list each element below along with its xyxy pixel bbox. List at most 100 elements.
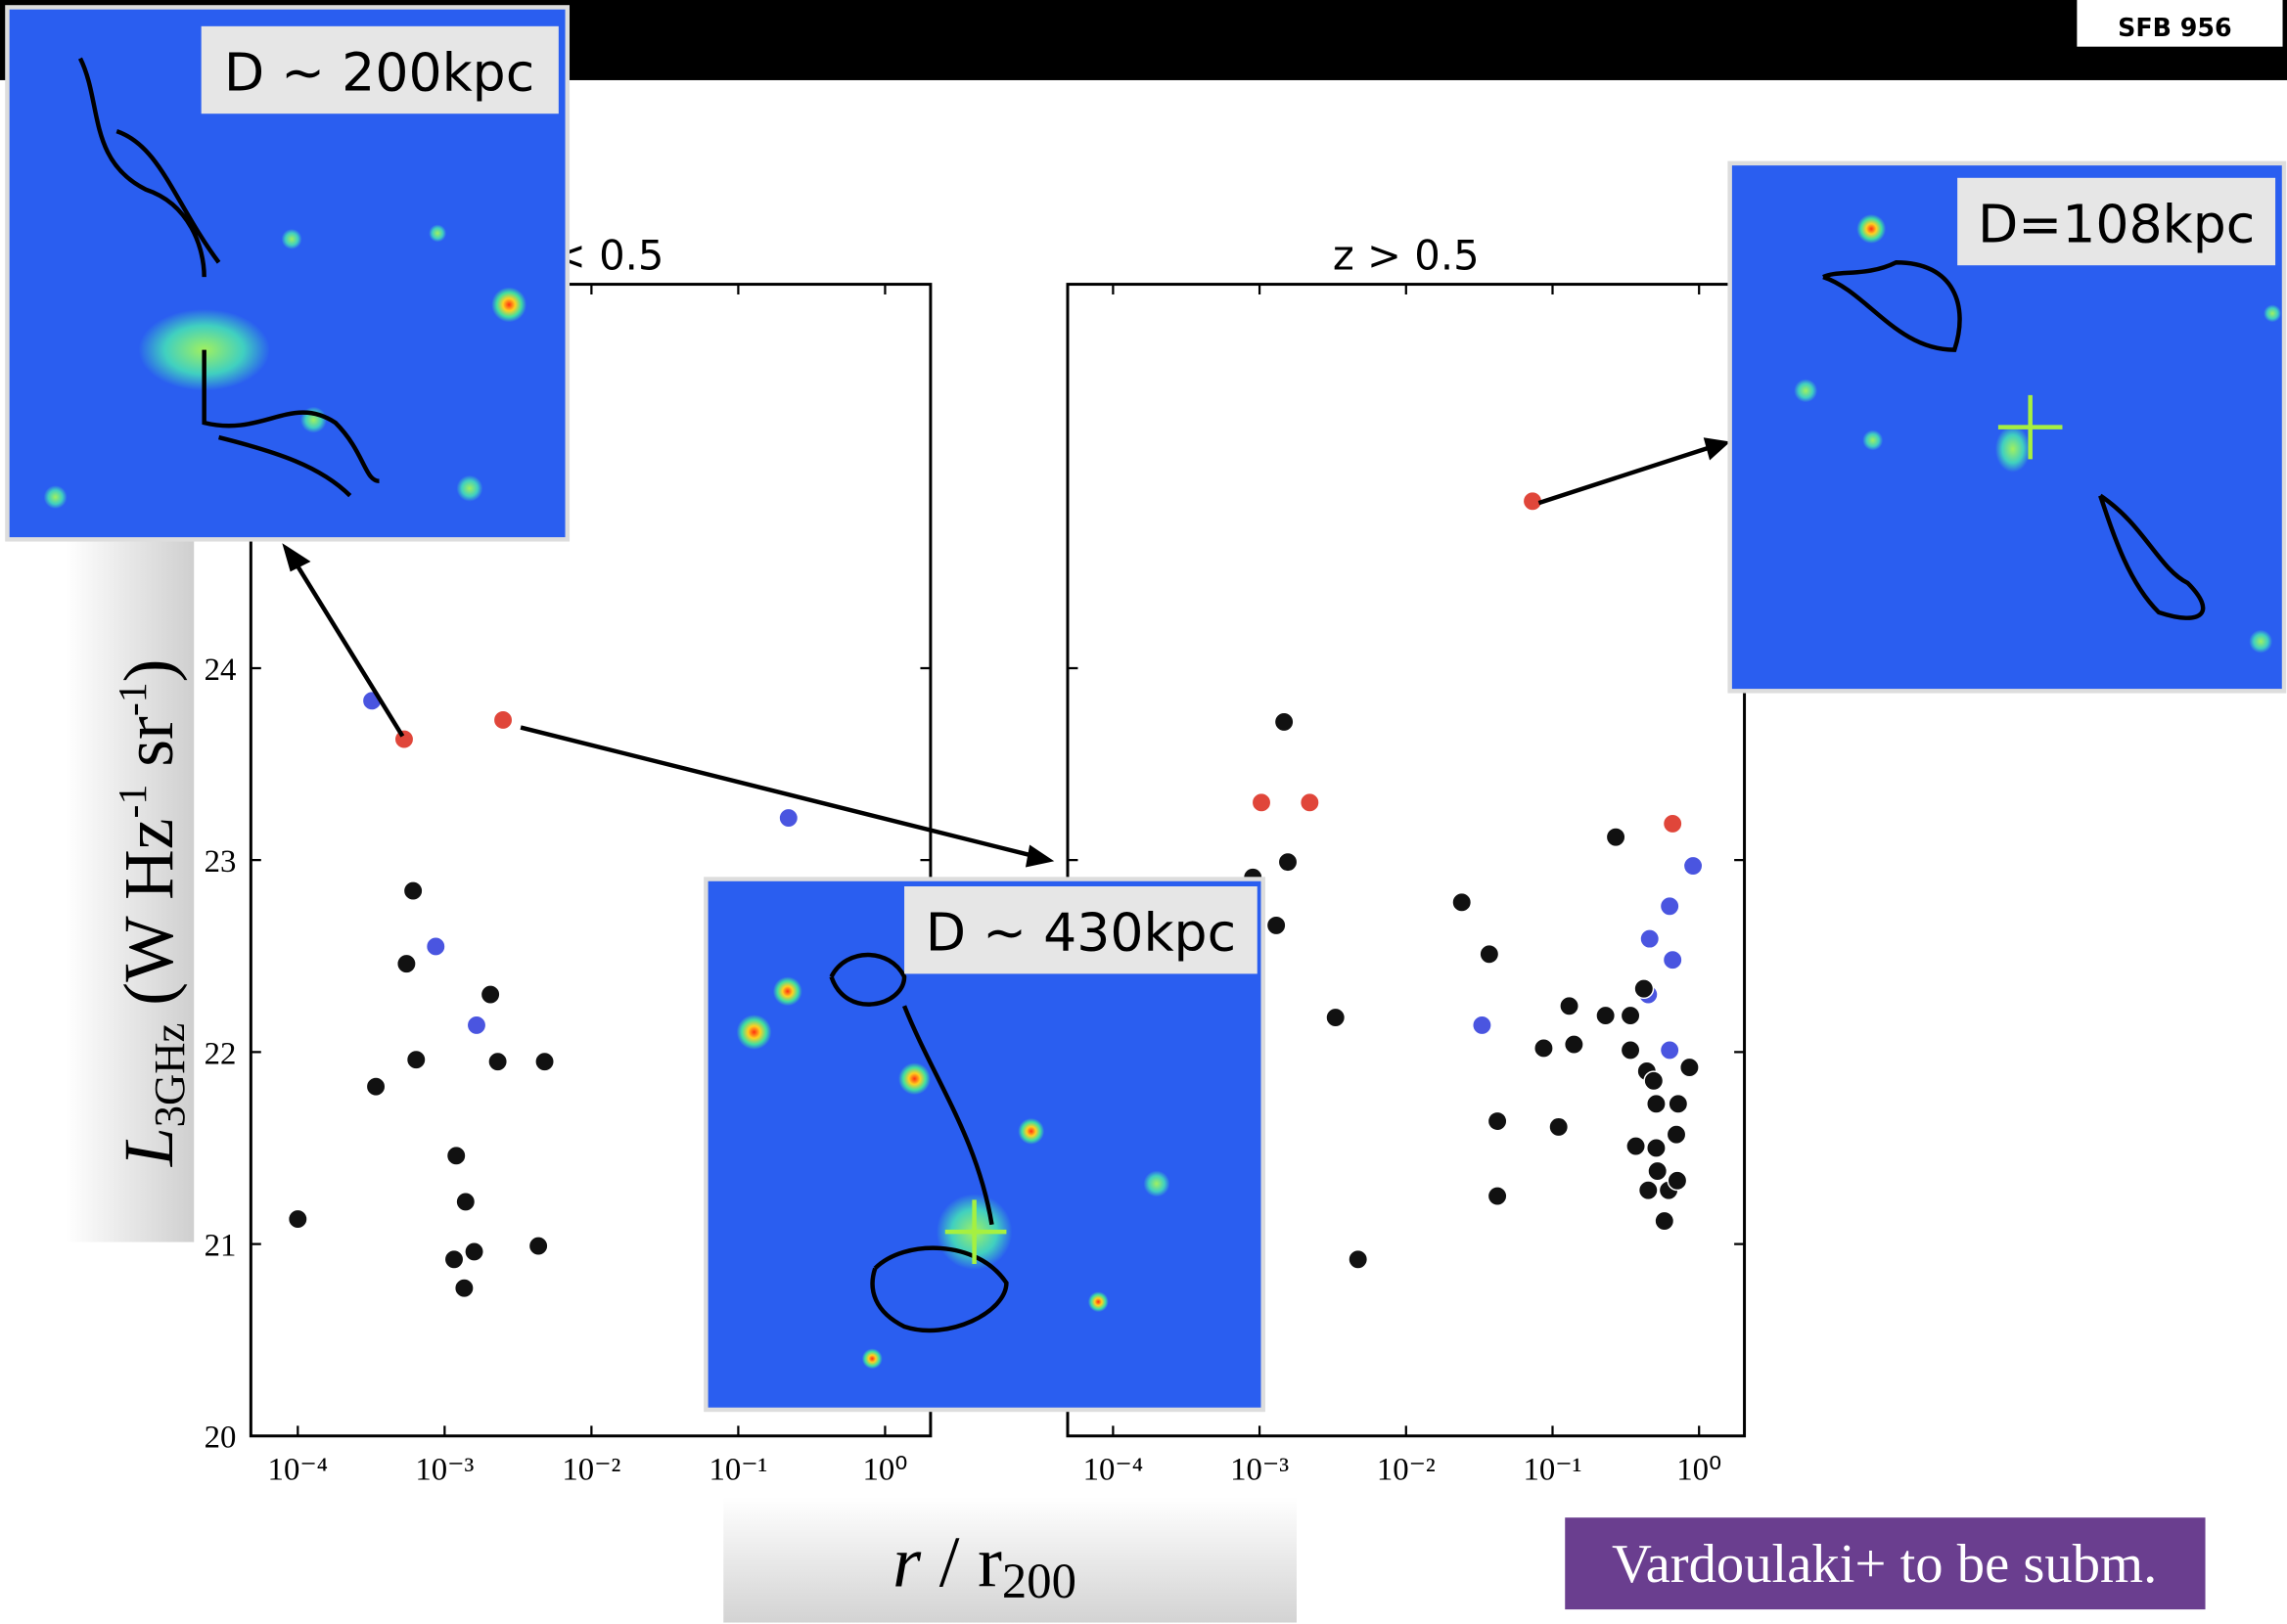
y-label: L3GHz (W Hz-1 sr-1) (111, 659, 194, 1168)
inset-label-box (201, 25, 559, 114)
point (453, 1278, 475, 1299)
arrows (282, 437, 1731, 868)
point (1265, 915, 1287, 936)
point (1659, 1039, 1680, 1060)
inset-label: D ~ 430kpc (926, 902, 1236, 964)
point (1639, 928, 1661, 950)
point (1645, 1138, 1667, 1158)
point (1662, 949, 1683, 970)
y-tick-label: 22 (205, 1036, 237, 1071)
point (1273, 711, 1295, 733)
y-tick-label: 23 (205, 844, 237, 880)
point (1647, 1160, 1669, 1182)
point (1605, 827, 1626, 848)
point (1637, 1180, 1659, 1201)
x-tick-label: 10⁻² (1377, 1452, 1436, 1487)
point (393, 729, 415, 749)
point (455, 1191, 477, 1212)
point (1451, 891, 1473, 913)
point (534, 1051, 555, 1072)
point (1325, 1007, 1347, 1028)
citation-box (1565, 1517, 2206, 1610)
point (395, 953, 417, 974)
point (1563, 1034, 1584, 1055)
point (365, 1076, 387, 1098)
point (287, 1208, 308, 1230)
y-label-part: sr (111, 716, 188, 785)
point (402, 880, 424, 901)
y-tick-label: 21 (205, 1228, 237, 1263)
point (527, 1236, 549, 1256)
x-tick-label: 10⁻⁴ (1083, 1452, 1143, 1487)
x-label-part: 200 (1002, 1554, 1076, 1608)
point (1667, 1170, 1688, 1192)
y-tick-label: 24 (205, 653, 237, 688)
point (1487, 1110, 1508, 1132)
y-tick-label: 20 (205, 1421, 237, 1456)
point (487, 1051, 509, 1072)
point (1666, 1124, 1687, 1146)
panel-title: z > 0.5 (1333, 232, 1480, 280)
logo-box (2077, 0, 2283, 47)
x-tick-label: 10⁻³ (1230, 1452, 1289, 1487)
y-label-part: (W Hz (111, 818, 188, 1022)
point (466, 1015, 487, 1036)
x-label: r / r200 (892, 1522, 1076, 1608)
point (445, 1145, 467, 1166)
point (1487, 1186, 1508, 1206)
point (1595, 1005, 1617, 1026)
x-label-part: / r (921, 1522, 1002, 1602)
point (1682, 855, 1704, 877)
point (405, 1049, 427, 1070)
inset-label-box (1957, 177, 2276, 266)
x-tick-label: 10⁰ (1676, 1452, 1721, 1487)
point (1633, 978, 1655, 1000)
point (464, 1241, 484, 1262)
point (1348, 1248, 1369, 1270)
x-tick-label: 10⁻¹ (709, 1452, 767, 1487)
overlay: D ~ 200kpc D=108kpc D ~ 430kpc (5, 5, 2287, 1413)
y-label-part: L (111, 1127, 188, 1167)
point (1645, 1093, 1667, 1114)
inset-label: D=108kpc (1978, 193, 2255, 254)
x-tick-label: 10⁻⁴ (268, 1452, 328, 1487)
y-label-part: ) (111, 659, 188, 683)
point (1251, 791, 1272, 813)
point (1659, 895, 1680, 917)
point (425, 936, 446, 957)
point (480, 984, 501, 1005)
point (1533, 1038, 1554, 1059)
point (1678, 1057, 1700, 1078)
x-tick-label: 10⁻¹ (1524, 1452, 1582, 1487)
point (1654, 1210, 1675, 1232)
point (1668, 1093, 1689, 1114)
point (1643, 1070, 1665, 1092)
logo: SFB 956 (2118, 13, 2232, 42)
point (1625, 1136, 1646, 1156)
inset-label: D ~ 200kpc (224, 41, 534, 103)
point (1479, 943, 1500, 965)
y-label-part: -1 (111, 785, 156, 819)
point (492, 709, 514, 731)
point (1471, 1015, 1492, 1036)
x-label-box (723, 1497, 1297, 1623)
point (1620, 1039, 1641, 1060)
inset-label-box (904, 885, 1258, 974)
x-tick-label: 10⁻² (562, 1452, 620, 1487)
point (1662, 813, 1683, 835)
point (443, 1248, 465, 1270)
point (1620, 1005, 1641, 1026)
point (1299, 791, 1320, 813)
y-label-part: 3GHz (145, 1023, 194, 1128)
point (1277, 851, 1299, 873)
x-label-part: r (892, 1522, 922, 1602)
point (1548, 1116, 1570, 1138)
y-label-box (66, 524, 195, 1242)
x-tick-label: 10⁻³ (415, 1452, 474, 1487)
point (1559, 995, 1579, 1016)
y-label-part: -1 (111, 682, 156, 716)
citation: Vardoulaki+ to be subm. (1612, 1534, 2157, 1595)
point (778, 807, 800, 829)
